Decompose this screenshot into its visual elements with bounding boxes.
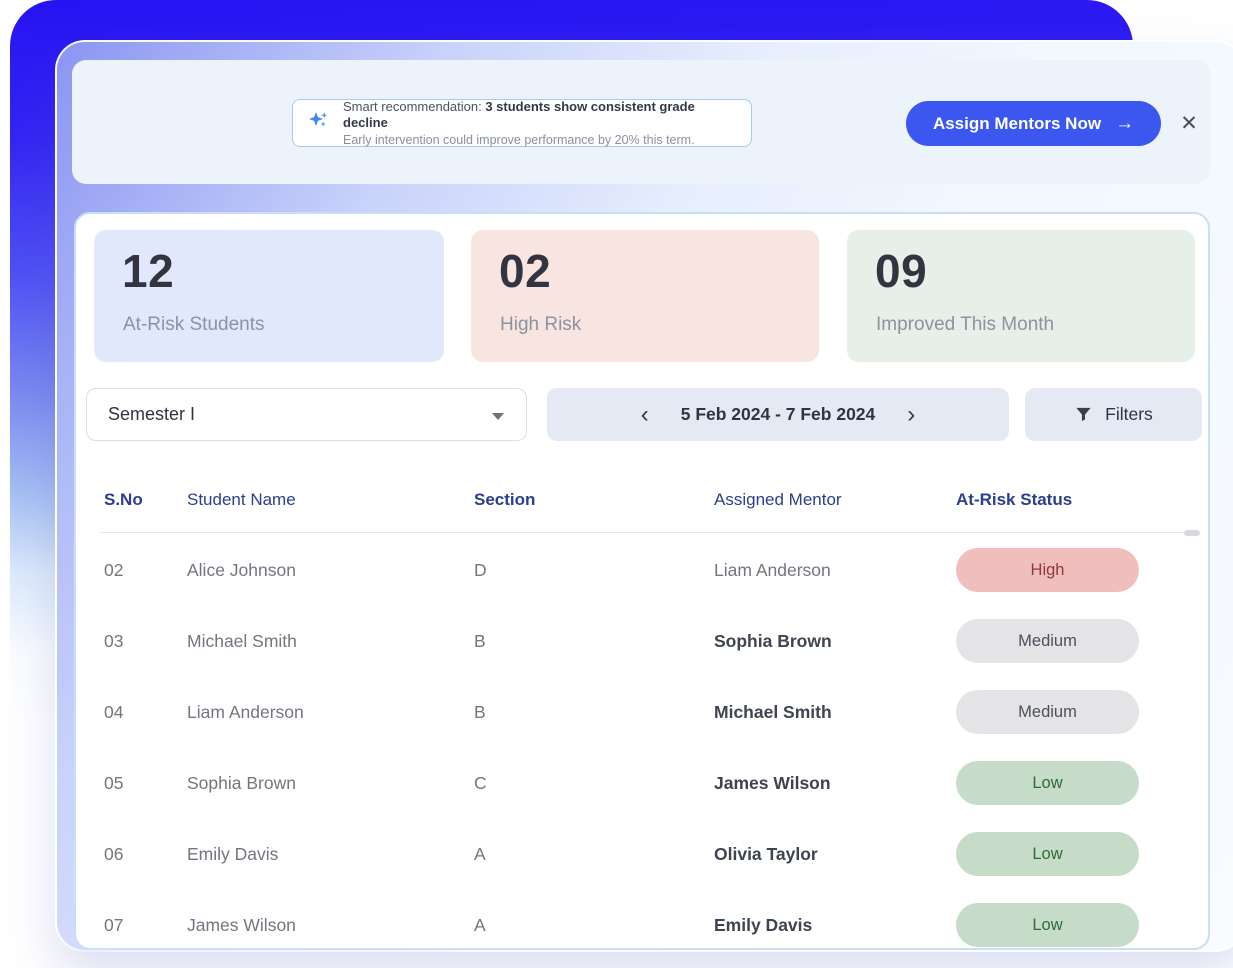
- arrow-right-icon: →: [1115, 112, 1135, 134]
- cell-assigned-mentor: Liam Anderson: [714, 560, 831, 580]
- date-range-text: 5 Feb 2024 - 7 Feb 2024: [680, 404, 876, 424]
- cell-student-name: Alice Johnson: [187, 560, 296, 580]
- stat-card: 12 At-Risk Students: [94, 230, 444, 362]
- chevron-down-icon: [492, 413, 504, 420]
- assign-mentors-button[interactable]: Assign Mentors Now →: [906, 101, 1161, 146]
- cell-section: A: [474, 844, 486, 864]
- next-date-icon[interactable]: ›: [907, 400, 916, 428]
- filters-button[interactable]: Filters: [1025, 388, 1202, 441]
- table-header: S.No Student Name Section Assigned Mento…: [76, 482, 1208, 524]
- cell-assigned-mentor: Olivia Taylor: [714, 844, 818, 864]
- stat-value: 12: [122, 245, 175, 297]
- stat-label: At-Risk Students: [123, 314, 265, 335]
- cell-student-name: Liam Anderson: [187, 702, 304, 722]
- cell-section: B: [474, 631, 486, 651]
- table-body: 02 Alice Johnson D Liam Anderson High 03…: [76, 535, 1208, 948]
- stat-label: Improved This Month: [876, 314, 1055, 335]
- stat-label: High Risk: [500, 314, 582, 335]
- semester-dropdown[interactable]: Semester I: [86, 388, 527, 441]
- status-badge[interactable]: High: [956, 548, 1139, 592]
- status-badge[interactable]: Medium: [956, 619, 1139, 663]
- stat-value: 02: [499, 245, 552, 297]
- column-header[interactable]: S.No: [104, 490, 143, 509]
- cell-assigned-mentor: Emily Davis: [714, 915, 813, 935]
- column-header[interactable]: Section: [474, 490, 536, 509]
- status-badge[interactable]: Low: [956, 761, 1139, 805]
- recommendation-title: Smart recommendation: 3 students show co…: [343, 98, 695, 130]
- cell-section: A: [474, 915, 486, 935]
- status-badge[interactable]: Medium: [956, 690, 1139, 734]
- stat-card: 09 Improved This Month: [847, 230, 1195, 362]
- cell-section: B: [474, 702, 486, 722]
- cell-sno: 03: [104, 631, 124, 651]
- cell-assigned-mentor: Sophia Brown: [714, 631, 832, 651]
- semester-dropdown-value: Semester I: [108, 404, 196, 424]
- filter-funnel-icon: [1074, 405, 1093, 424]
- stat-value: 09: [875, 245, 928, 297]
- cell-sno: 02: [104, 560, 124, 580]
- table-row[interactable]: 06 Emily Davis A Olivia Taylor Low: [76, 819, 1208, 890]
- cell-student-name: Michael Smith: [187, 631, 297, 651]
- cell-assigned-mentor: Michael Smith: [714, 702, 832, 722]
- close-icon[interactable]: ✕: [1174, 108, 1204, 138]
- prev-date-icon[interactable]: ‹: [640, 400, 649, 428]
- cell-student-name: James Wilson: [187, 915, 296, 935]
- scrollbar-thumb[interactable]: [1184, 530, 1200, 536]
- table-row[interactable]: 07 James Wilson A Emily Davis Low: [76, 890, 1208, 948]
- cell-sno: 05: [104, 773, 124, 793]
- header-divider: [101, 532, 1200, 533]
- recommendation-detail: Early intervention could improve perform…: [343, 132, 695, 147]
- content-panel: 12 At-Risk Students 02 High Risk 09 Impr…: [74, 212, 1210, 950]
- filters-button-label: Filters: [1105, 404, 1153, 424]
- date-range-picker[interactable]: ‹ 5 Feb 2024 - 7 Feb 2024 ›: [547, 388, 1009, 441]
- recommendation-banner: Smart recommendation: 3 students show co…: [72, 60, 1210, 184]
- table-row[interactable]: 03 Michael Smith B Sophia Brown Medium: [76, 606, 1208, 677]
- cell-assigned-mentor: James Wilson: [714, 773, 831, 793]
- status-badge[interactable]: Low: [956, 903, 1139, 947]
- sparkles-icon: [307, 109, 331, 138]
- table-row[interactable]: 05 Sophia Brown C James Wilson Low: [76, 748, 1208, 819]
- smart-recommendation-box: Smart recommendation: 3 students show co…: [292, 99, 752, 147]
- cell-sno: 07: [104, 915, 124, 935]
- table-row[interactable]: 02 Alice Johnson D Liam Anderson High: [76, 535, 1208, 606]
- cell-sno: 04: [104, 702, 124, 722]
- cell-student-name: Sophia Brown: [187, 773, 296, 793]
- status-badge[interactable]: Low: [956, 832, 1139, 876]
- cell-student-name: Emily Davis: [187, 844, 279, 864]
- dashboard-window: Smart recommendation: 3 students show co…: [55, 40, 1233, 952]
- cell-section: D: [474, 560, 487, 580]
- stat-card: 02 High Risk: [471, 230, 819, 362]
- cell-sno: 06: [104, 844, 124, 864]
- table-row[interactable]: 04 Liam Anderson B Michael Smith Medium: [76, 677, 1208, 748]
- column-header[interactable]: Student Name: [187, 490, 296, 509]
- column-header[interactable]: Assigned Mentor: [714, 490, 842, 509]
- recommendation-text: Smart recommendation: 3 students show co…: [343, 99, 737, 148]
- cell-section: C: [474, 773, 487, 793]
- column-header[interactable]: At-Risk Status: [956, 490, 1073, 509]
